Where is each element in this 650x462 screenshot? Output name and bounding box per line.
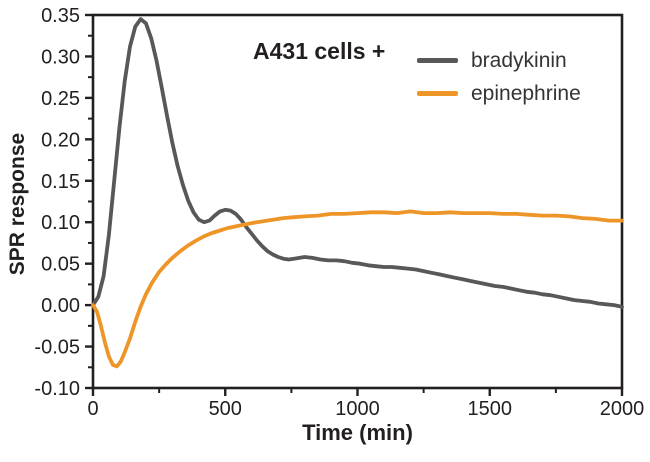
x-tick-label: 1000	[335, 398, 380, 420]
chart-title: A431 cells +	[253, 38, 386, 64]
y-axis-title: SPR response	[6, 132, 29, 276]
x-tick-label: 1500	[468, 398, 513, 420]
legend-row-epinephrine: epinephrine	[417, 77, 581, 110]
y-tick-label: 0.15	[41, 171, 80, 193]
y-tick-label: 0.20	[41, 129, 80, 151]
legend: bradykinin epinephrine	[417, 44, 581, 110]
series-line-bradykinin	[91, 17, 624, 309]
series-line-epinephrine	[91, 209, 624, 369]
y-tick-label: 0.25	[41, 88, 80, 110]
legend-label-bradykinin: bradykinin	[471, 49, 567, 72]
x-tick-label: 0	[87, 398, 98, 420]
legend-row-bradykinin: bradykinin	[417, 44, 581, 77]
y-tick-label: 0.10	[41, 212, 80, 234]
y-tick-label: 0.00	[41, 295, 80, 317]
legend-label-epinephrine: epinephrine	[471, 82, 581, 105]
x-axis-title: Time (min)	[302, 420, 413, 445]
bradykinin-line-swatch	[417, 58, 458, 63]
y-tick-label: -0.10	[34, 378, 80, 400]
y-tick-label: 0.30	[41, 46, 80, 68]
y-tick-label: 0.05	[41, 254, 80, 276]
x-tick-label: 2000	[600, 398, 645, 420]
x-tick-label: 500	[209, 398, 242, 420]
y-tick-label: 0.35	[41, 5, 80, 27]
y-tick-label: -0.05	[34, 337, 80, 359]
epinephrine-line-swatch	[417, 91, 458, 96]
